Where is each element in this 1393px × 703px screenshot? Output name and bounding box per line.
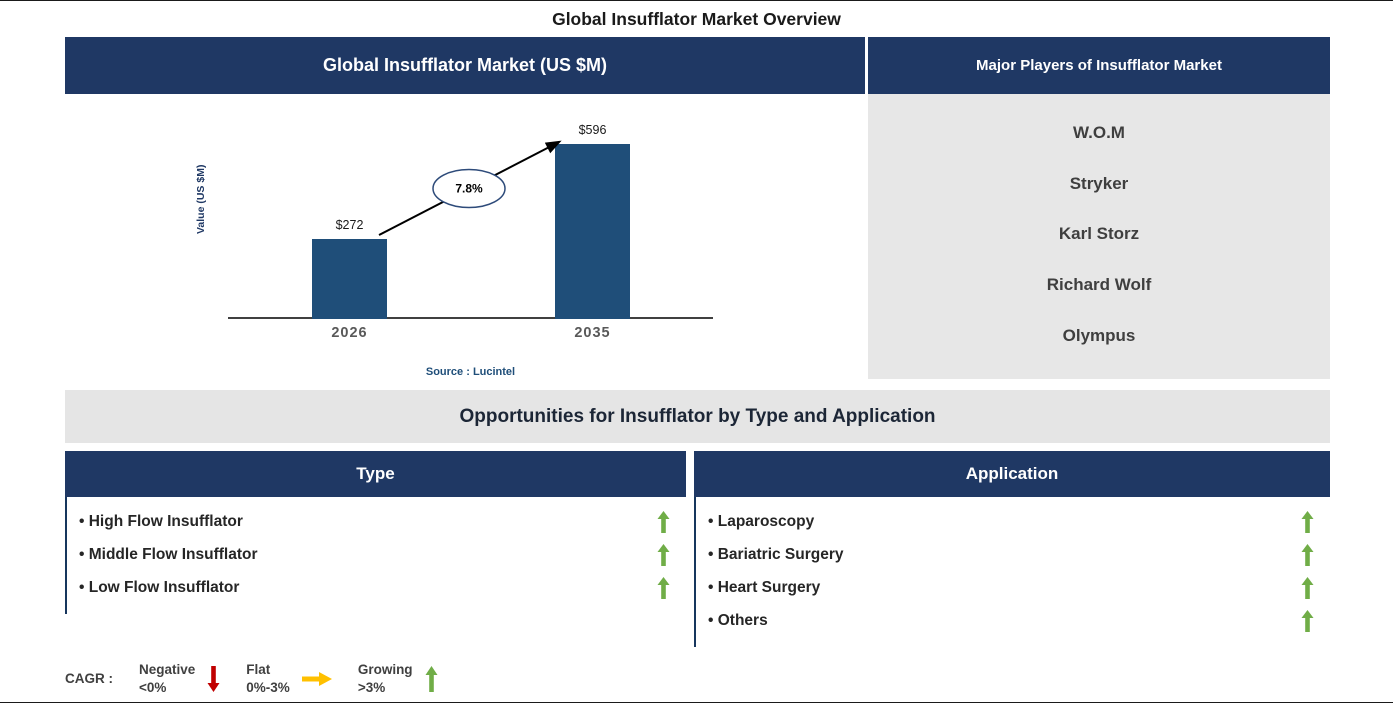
item-label: High Flow Insufflator [79,513,243,531]
plot-area: $272 $596 2026 2035 7.8% [228,114,713,341]
type-items: High Flow Insufflator Middle Flow Insuff… [65,497,686,614]
trend-up-icon [425,665,438,692]
major-players-panel: Major Players of Insufflator Market W.O.… [868,37,1330,384]
x-tick-2026: 2026 [331,325,368,341]
legend-name: Growing [357,662,413,677]
trend-up-icon [657,510,670,533]
bar-value-2035: $596 [578,123,607,137]
legend-range: <0% [139,679,167,695]
list-item: Heart Surgery [696,571,1330,604]
trend-up-icon [1301,510,1314,533]
legend-name: Negative [139,662,196,677]
list-item: Others [696,604,1330,637]
list-item: High Flow Insufflator [67,505,686,538]
trend-up-icon [657,576,670,599]
bar-2035 [555,144,630,319]
legend-item-growing: Growing >3% [358,661,438,696]
trend-down-icon [207,665,220,692]
item-label: Bariatric Surgery [708,546,844,564]
application-items: Laparoscopy Bariatric Surgery Heart Surg… [694,497,1330,647]
item-label: Others [708,612,768,630]
trend-up-icon [1301,576,1314,599]
player-name: Olympus [1062,325,1136,345]
item-label: Laparoscopy [708,513,814,531]
trend-up-icon [1301,543,1314,566]
list-item: Laparoscopy [696,505,1330,538]
trend-arrow-overlay: 7.8% [378,140,562,236]
list-item: Low Flow Insufflator [67,571,686,604]
type-column: Type High Flow Insufflator Middle Flow I… [65,451,686,647]
trend-up-icon [1301,609,1314,632]
page-title: Global Insufflator Market Overview [552,9,841,29]
market-chart-panel: Global Insufflator Market (US $M) Value … [65,37,865,384]
bar-2026 [312,239,387,319]
players-panel-header: Major Players of Insufflator Market [868,37,1330,94]
application-column-header: Application [694,451,1330,497]
player-name: W.O.M [1073,123,1125,143]
trend-up-icon [657,543,670,566]
bar-chart: Value (US $M) $272 $596 2026 2035 [65,94,865,384]
top-row: Global Insufflator Market (US $M) Value … [65,37,1330,384]
bar-value-2026: $272 [335,218,364,232]
item-label: Heart Surgery [708,579,821,597]
legend-item-flat: Flat 0%-3% [246,661,332,696]
legend-title: CAGR : [65,671,113,687]
item-label: Low Flow Insufflator [79,579,240,597]
legend-range: 0%-3% [246,679,290,695]
cagr-legend: CAGR : Negative <0% Flat 0%-3% Growing >… [65,661,1393,696]
player-name: Richard Wolf [1046,275,1152,295]
opportunities-columns: Type High Flow Insufflator Middle Flow I… [65,451,1330,647]
y-axis-label: Value (US $M) [195,164,207,235]
x-tick-2035: 2035 [574,325,611,341]
item-label: Middle Flow Insufflator [79,546,258,564]
application-column: Application Laparoscopy Bariatric Surger… [694,451,1330,647]
players-list: W.O.M Stryker Karl Storz Richard Wolf Ol… [868,94,1330,379]
cagr-value-label: 7.8% [455,182,483,196]
opportunities-banner: Opportunities for Insufflator by Type an… [65,390,1330,443]
source-note: Source : Lucintel [425,366,516,378]
type-column-header: Type [65,451,686,497]
player-name: Stryker [1069,173,1129,193]
legend-range: >3% [357,679,386,695]
chart-panel-header: Global Insufflator Market (US $M) [65,37,865,94]
trend-right-icon [301,671,332,686]
legend-name: Flat [246,662,271,677]
cagr-bubble [432,168,506,209]
list-item: Bariatric Surgery [696,538,1330,571]
player-name: Karl Storz [1058,224,1140,244]
legend-item-negative: Negative <0% [139,661,220,696]
list-item: Middle Flow Insufflator [67,538,686,571]
